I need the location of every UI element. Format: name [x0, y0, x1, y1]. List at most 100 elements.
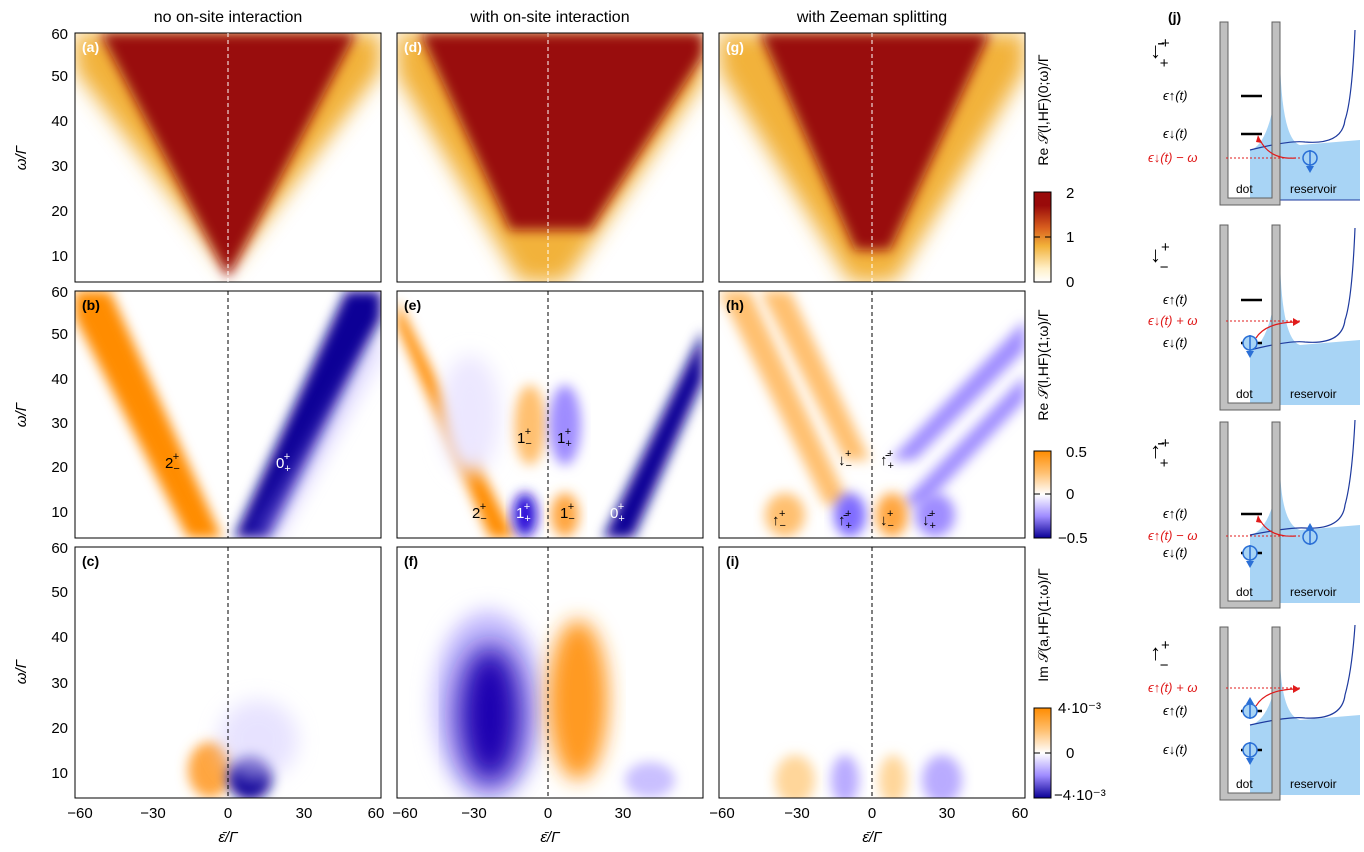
y-tick-label: 50	[51, 326, 68, 343]
panel-f: (f)	[396, 546, 704, 799]
y-axis-row-1: 60 50 40 30 20 10	[51, 26, 68, 265]
transfer-label: ϵ↓(t) − ω	[1148, 150, 1197, 165]
colorbar-2-label: Re 𝒮(l,HF)(1;ω)/Γ	[1035, 309, 1051, 420]
y-tick-label: 30	[51, 415, 68, 432]
colorbar-1-tick: 1	[1066, 229, 1074, 246]
reservoir-label: reservoir	[1290, 777, 1337, 791]
column-title-2: with on-site interaction	[469, 9, 629, 26]
y-axis-label-row-3: ω/Γ	[13, 658, 30, 684]
panel-label-j: (j)	[1168, 9, 1181, 25]
colorbar-3: 4·10⁻³ 0 −4·10⁻³ Im 𝒮(a,HF)(1;ω)/Γ	[1033, 568, 1106, 804]
y-tick-label: 60	[51, 284, 68, 301]
x-tick-label: 60	[1012, 805, 1029, 822]
level-up-label: ϵ↑(t)	[1163, 703, 1188, 718]
panel-e-band-negative	[603, 330, 703, 538]
process-symbol: ↑+ −	[1150, 637, 1170, 674]
transfer-label: ϵ↑(t) + ω	[1148, 680, 1197, 695]
process-symbol: ↓+ −	[1150, 239, 1170, 276]
feature-h-upbar-plus: ↑̄++	[880, 448, 894, 472]
panel-b-band-negative	[234, 291, 381, 538]
panel-d: (d)	[396, 32, 704, 283]
schematic-process-1: ↓̄+ + ϵ↑(t) ϵ↓(t) ϵ↓(t) − ω dot reservoir	[1148, 21, 1360, 206]
y-tick-label: 60	[51, 26, 68, 43]
y-tick-label: 30	[51, 158, 68, 175]
x-tick-label: 60	[368, 805, 385, 822]
x-tick-label: −60	[392, 805, 417, 822]
y-tick-label: 50	[51, 584, 68, 601]
level-up-label: ϵ↑(t)	[1163, 88, 1188, 103]
column-title-1: no on-site interaction	[154, 9, 303, 26]
level-down-label: ϵ↓(t)	[1163, 126, 1188, 141]
feature-e-0-plus: 0++	[610, 501, 625, 525]
x-tick-label: 0	[224, 805, 232, 822]
colorbar-3-tick: 0	[1066, 745, 1074, 762]
schematic-process-2: ↓+ − ϵ↑(t) ϵ↓(t) ϵ↓(t) + ω dot reservoir	[1148, 224, 1360, 411]
colorbar-1: 2 1 0 Re 𝒮(l,HF)(0;ω)/Γ	[1033, 54, 1074, 291]
panel-c: (c)	[74, 546, 382, 799]
panel-f-blob-positive	[548, 620, 608, 780]
feature-e-2-minus: 2−+	[472, 501, 487, 525]
panel-g: (g)	[718, 32, 1026, 283]
dot-label: dot	[1236, 387, 1253, 401]
x-axis-label-col-1: ε̄/Γ	[218, 829, 239, 846]
y-tick-label: 20	[51, 203, 68, 220]
process-symbol: ↓̄+ +	[1150, 35, 1170, 72]
panel-b: (b) 2−+ 0++	[74, 290, 382, 539]
panel-label-d: (d)	[404, 39, 422, 55]
x-tick-label: −60	[67, 805, 92, 822]
panel-label-b: (b)	[82, 297, 100, 313]
y-tick-label: 40	[51, 371, 68, 388]
colorbar-1-label: Re 𝒮(l,HF)(0;ω)/Γ	[1035, 54, 1051, 165]
y-tick-label: 40	[51, 629, 68, 646]
x-axis-label-col-2: ε̄/Γ	[540, 829, 561, 846]
feature-h-up-minus: ↑−+	[772, 508, 786, 532]
schematic-process-3: ↑̄+ + ϵ↑(t) ϵ↓(t) ϵ↑(t) − ω dot reservoir	[1148, 419, 1360, 609]
colorbar-1-tick: 2	[1066, 185, 1074, 202]
feature-e-1-minus-bottom: 1−+	[560, 501, 575, 525]
dot-label: dot	[1236, 182, 1253, 196]
x-tick-label: −30	[140, 805, 165, 822]
level-up-label: ϵ↑(t)	[1163, 292, 1188, 307]
x-tick-label: 30	[939, 805, 956, 822]
panel-label-e: (e)	[404, 297, 421, 313]
colorbar-3-tick: −4·10⁻³	[1054, 787, 1106, 804]
reservoir-label: reservoir	[1290, 182, 1337, 196]
colorbar-2: 0.5 0 −0.5 Re 𝒮(l,HF)(1;ω)/Γ	[1033, 309, 1088, 547]
dot-label: dot	[1236, 585, 1253, 599]
feature-h-down-minus: ↓−+	[838, 448, 852, 472]
reservoir-label: reservoir	[1290, 585, 1337, 599]
panel-h: (h) ↓−+ ↑̄++ ↑−+ ↑̄++ ↓−+ ↓̄++	[718, 290, 1026, 539]
x-tick-label: 30	[615, 805, 632, 822]
x-tick-label: −30	[784, 805, 809, 822]
x-tick-label: 30	[296, 805, 313, 822]
dot-label: dot	[1236, 777, 1253, 791]
x-axis-col-1: −60 −30 0 30 60	[67, 805, 384, 822]
colorbar-3-tick: 4·10⁻³	[1058, 700, 1101, 717]
y-tick-label: 10	[51, 504, 68, 521]
reservoir-label: reservoir	[1290, 387, 1337, 401]
feature-h-down-minus-bottom: ↓−+	[880, 508, 894, 532]
panel-label-h: (h)	[726, 297, 744, 313]
feature-e-1-plus-bottom: 1++	[516, 501, 531, 525]
colorbar-3-label: Im 𝒮(a,HF)(1;ω)/Γ	[1035, 568, 1051, 682]
panel-b-band-positive	[75, 291, 222, 538]
y-tick-label: 10	[51, 765, 68, 782]
panel-g-band-inner	[760, 33, 990, 250]
feature-h-upbar-plus-bottom: ↑̄++	[838, 508, 852, 532]
y-tick-label: 40	[51, 113, 68, 130]
panel-label-g: (g)	[726, 39, 744, 55]
y-axis-label-row-1: ω/Γ	[13, 144, 30, 170]
panel-i: (i)	[718, 546, 1026, 799]
feature-0-plus: 0++	[276, 451, 291, 475]
colorbar-2-tick: −0.5	[1058, 530, 1088, 547]
y-tick-label: 60	[51, 540, 68, 557]
y-tick-label: 30	[51, 675, 68, 692]
panel-d-band-inner	[420, 33, 703, 230]
level-up-label: ϵ↑(t)	[1163, 506, 1188, 521]
x-tick-label: −30	[461, 805, 486, 822]
panel-e: (e) 1−+ 1++ 2−+ 1++ 1−+ 0++	[396, 290, 704, 539]
y-axis-label-row-2: ω/Γ	[13, 401, 30, 427]
y-tick-label: 50	[51, 68, 68, 85]
x-axis-col-2: −60 −30 0 30	[392, 805, 631, 822]
y-axis-row-2: 60 50 40 30 20 10	[51, 284, 68, 521]
